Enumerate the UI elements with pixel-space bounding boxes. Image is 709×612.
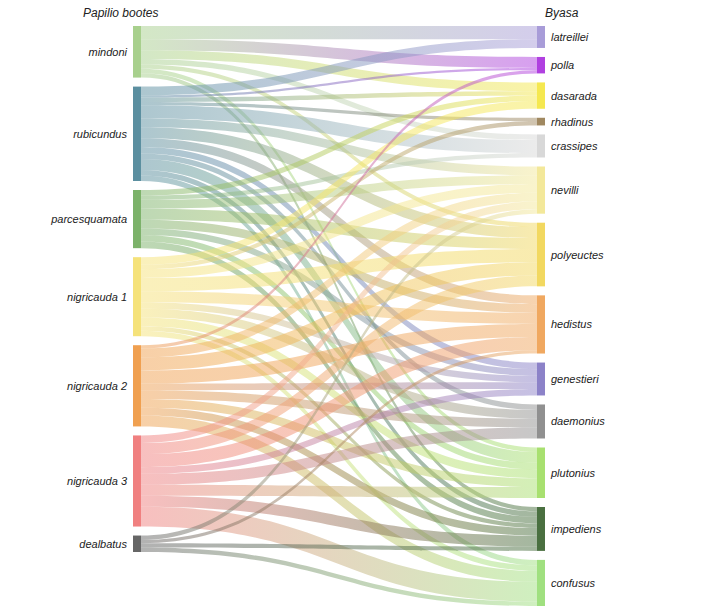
svg-text:crassipes: crassipes bbox=[551, 140, 598, 152]
svg-text:dasarada: dasarada bbox=[551, 90, 597, 102]
svg-text:latreillei: latreillei bbox=[551, 31, 589, 43]
svg-text:parcesquamata: parcesquamata bbox=[50, 213, 127, 225]
svg-text:polla: polla bbox=[550, 59, 574, 71]
svg-text:confusus: confusus bbox=[551, 577, 596, 589]
svg-text:polyeuctes: polyeuctes bbox=[550, 249, 604, 261]
svg-text:nigricauda 1: nigricauda 1 bbox=[67, 291, 127, 303]
svg-text:nigricauda 2: nigricauda 2 bbox=[67, 380, 127, 392]
svg-text:nevilli: nevilli bbox=[551, 184, 579, 196]
svg-text:hedistus: hedistus bbox=[551, 318, 592, 330]
svg-text:daemonius: daemonius bbox=[551, 415, 605, 427]
svg-text:nigricauda 3: nigricauda 3 bbox=[67, 475, 128, 487]
svg-text:Byasa: Byasa bbox=[545, 6, 579, 20]
svg-text:rhadinus: rhadinus bbox=[551, 116, 594, 128]
svg-text:Papilio bootes: Papilio bootes bbox=[83, 6, 158, 20]
svg-text:dealbatus: dealbatus bbox=[79, 538, 127, 550]
svg-text:genestieri: genestieri bbox=[551, 373, 599, 385]
svg-text:impediens: impediens bbox=[551, 523, 602, 535]
svg-text:rubicundus: rubicundus bbox=[73, 128, 127, 140]
svg-text:plutonius: plutonius bbox=[550, 467, 596, 479]
svg-text:mindoni: mindoni bbox=[88, 46, 127, 58]
